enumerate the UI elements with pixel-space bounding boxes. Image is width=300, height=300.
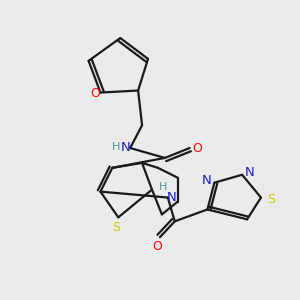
Text: N: N (167, 191, 177, 204)
Text: O: O (193, 142, 202, 154)
Text: O: O (91, 87, 100, 100)
Text: N: N (120, 140, 130, 154)
Text: S: S (112, 221, 120, 234)
Text: O: O (152, 240, 162, 253)
Text: H: H (112, 142, 121, 152)
Text: N: N (245, 166, 255, 179)
Text: H: H (159, 182, 167, 192)
Text: S: S (267, 193, 275, 206)
Text: N: N (202, 174, 211, 187)
